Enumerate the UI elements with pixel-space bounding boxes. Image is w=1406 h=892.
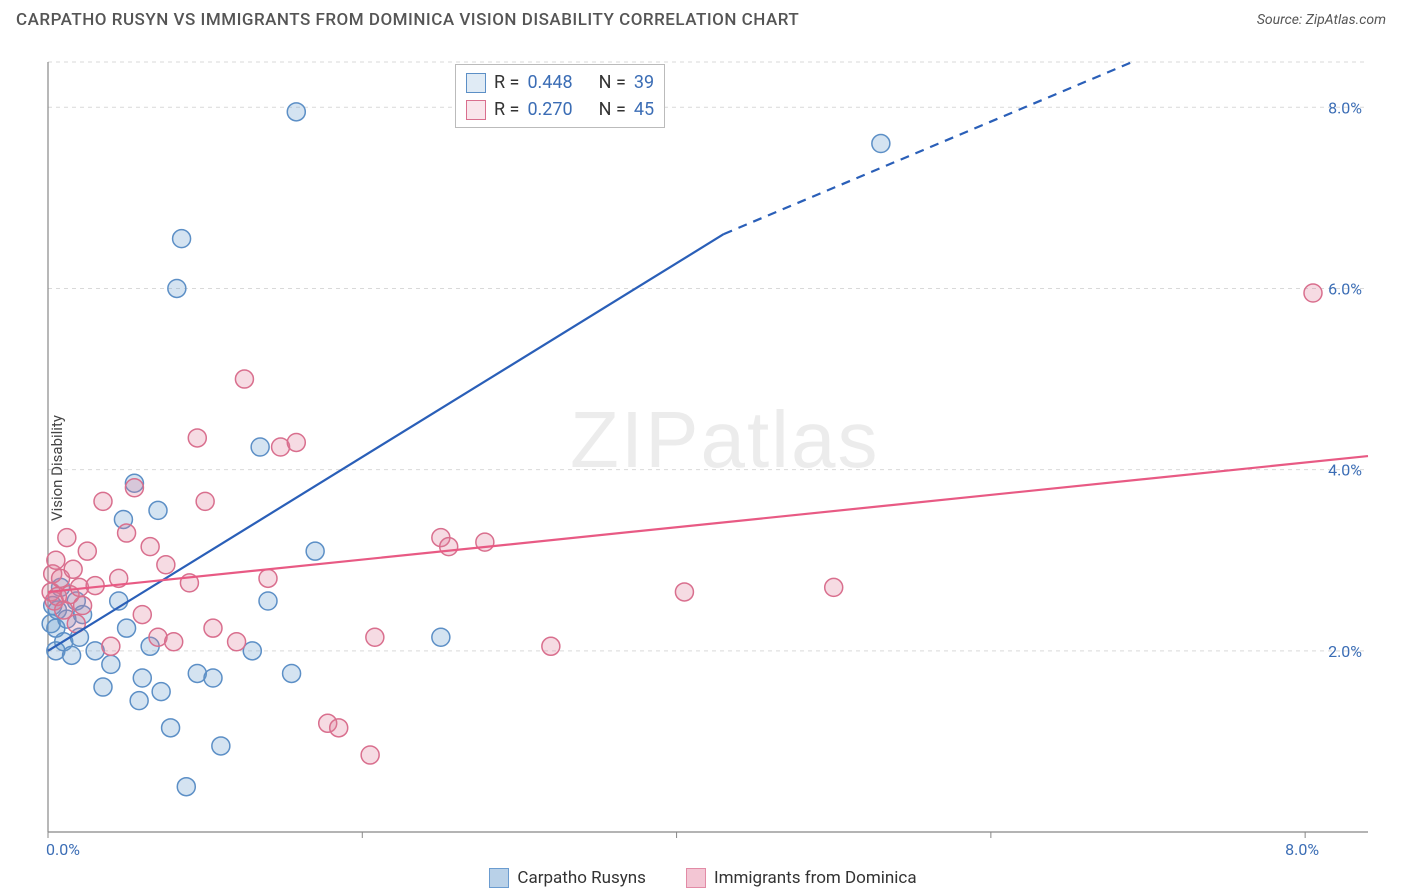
data-point-carpatho (872, 135, 890, 153)
data-point-dominica (141, 538, 159, 556)
data-point-dominica (133, 606, 151, 624)
data-point-dominica (330, 719, 348, 737)
correlation-legend: R = 0.448 N = 39 R = 0.270 N = 45 (455, 64, 665, 128)
data-point-dominica (361, 746, 379, 764)
data-point-dominica (196, 492, 214, 510)
data-point-dominica (157, 556, 175, 574)
data-point-carpatho (306, 542, 324, 560)
data-point-carpatho (259, 592, 277, 610)
series-legend-swatch (489, 868, 509, 888)
data-point-carpatho (432, 628, 450, 646)
data-point-dominica (366, 628, 384, 646)
y-tick-label: 2.0% (1328, 642, 1362, 661)
x-axis-max-label: 8.0% (1285, 840, 1319, 859)
series-legend: Carpatho Rusyns Immigrants from Dominica (0, 868, 1406, 888)
chart-container: Vision Disability 2.0%4.0%6.0%8.0% ZIPat… (0, 44, 1406, 892)
legend-r-value: 0.448 (527, 69, 572, 96)
data-point-dominica (228, 633, 246, 651)
data-point-dominica (1304, 284, 1322, 302)
data-point-carpatho (287, 103, 305, 121)
y-tick-label: 8.0% (1328, 98, 1362, 117)
source-attribution: Source: ZipAtlas.com (1257, 12, 1386, 28)
legend-n-value: 39 (634, 69, 654, 96)
data-point-dominica (74, 597, 92, 615)
data-point-carpatho (243, 642, 261, 660)
series-legend-item: Immigrants from Dominica (686, 868, 917, 888)
data-point-dominica (102, 637, 120, 655)
data-point-carpatho (168, 279, 186, 297)
data-point-dominica (64, 560, 82, 578)
data-point-dominica (825, 578, 843, 596)
series-legend-swatch (686, 868, 706, 888)
legend-n-value: 45 (634, 96, 654, 123)
data-point-dominica (188, 429, 206, 447)
data-point-dominica (125, 479, 143, 497)
data-point-carpatho (130, 692, 148, 710)
legend-row-dominica: R = 0.270 N = 45 (466, 96, 654, 123)
y-tick-label: 6.0% (1328, 279, 1362, 298)
data-point-dominica (235, 370, 253, 388)
y-axis-title: Vision Disability (48, 415, 66, 521)
data-point-carpatho (118, 619, 136, 637)
data-point-dominica (78, 542, 96, 560)
data-point-dominica (47, 551, 65, 569)
data-point-carpatho (63, 646, 81, 664)
series-legend-label: Immigrants from Dominica (714, 868, 917, 888)
legend-r-label: R = (494, 69, 519, 96)
data-point-carpatho (133, 669, 151, 687)
data-point-dominica (204, 619, 222, 637)
data-point-dominica (259, 569, 277, 587)
legend-n-label: N = (599, 96, 626, 123)
source-value: ZipAtlas.com (1306, 12, 1386, 28)
data-point-dominica (675, 583, 693, 601)
data-point-dominica (94, 492, 112, 510)
series-legend-label: Carpatho Rusyns (517, 868, 646, 888)
data-point-carpatho (251, 438, 269, 456)
data-point-dominica (287, 433, 305, 451)
page-title: CARPATHO RUSYN VS IMMIGRANTS FROM DOMINI… (16, 10, 799, 30)
scatter-plot: 2.0% 4.0% 6.0% 8.0% (0, 44, 1406, 844)
data-point-carpatho (152, 683, 170, 701)
data-point-carpatho (94, 678, 112, 696)
legend-n-label: N = (599, 69, 626, 96)
data-point-dominica (58, 529, 76, 547)
data-point-dominica (165, 633, 183, 651)
data-point-carpatho (173, 230, 191, 248)
data-point-carpatho (283, 664, 301, 682)
legend-r-label: R = (494, 96, 519, 123)
series-legend-item: Carpatho Rusyns (489, 868, 646, 888)
data-point-carpatho (162, 719, 180, 737)
data-point-dominica (440, 538, 458, 556)
data-point-carpatho (204, 669, 222, 687)
data-point-carpatho (102, 655, 120, 673)
x-axis-min-label: 0.0% (46, 840, 80, 859)
legend-row-carpatho: R = 0.448 N = 39 (466, 69, 654, 96)
data-point-carpatho (177, 778, 195, 796)
regression-line-carpatho (48, 234, 724, 651)
y-tick-label: 4.0% (1328, 461, 1362, 480)
data-point-dominica (542, 637, 560, 655)
legend-swatch-dominica (466, 100, 486, 120)
source-label: Source: (1257, 12, 1302, 28)
legend-r-value: 0.270 (527, 96, 572, 123)
data-point-carpatho (212, 737, 230, 755)
data-point-dominica (118, 524, 136, 542)
legend-swatch-carpatho (466, 73, 486, 93)
regression-line-dominica (48, 456, 1368, 592)
data-point-carpatho (149, 501, 167, 519)
regression-line-carpatho-extrapolated (724, 62, 1133, 234)
